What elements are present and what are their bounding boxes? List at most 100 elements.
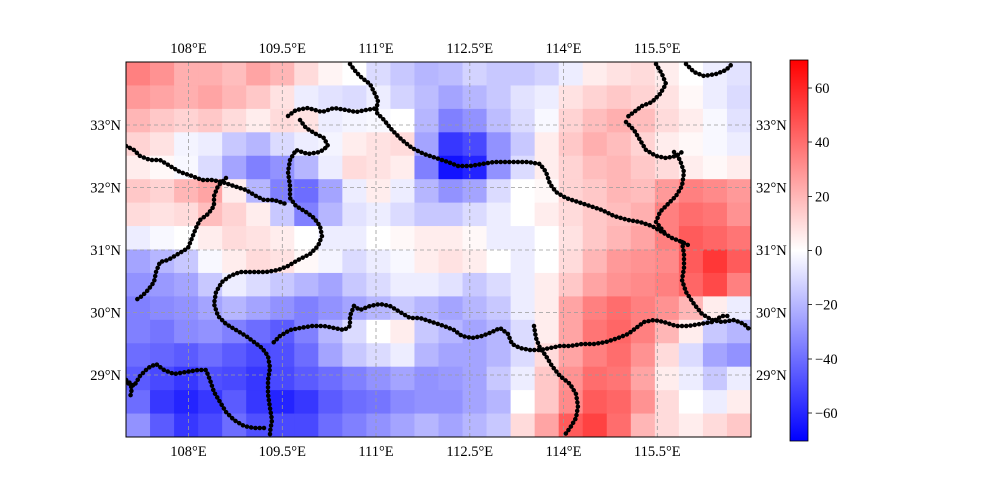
heatmap-cell <box>558 108 584 133</box>
heatmap-cell <box>342 413 367 437</box>
heatmap-cell <box>630 413 656 437</box>
heatmap-cell <box>486 132 512 157</box>
heatmap-cell <box>126 249 151 274</box>
heatmap-cell <box>342 319 367 344</box>
heatmap-cell <box>366 272 392 297</box>
heatmap-cell <box>726 343 751 368</box>
heatmap-cell <box>246 390 271 415</box>
heatmap-cell <box>558 85 584 110</box>
heatmap-cell <box>462 226 488 251</box>
heatmap-cell <box>126 85 151 110</box>
heatmap-cell <box>510 62 536 87</box>
heatmap-cell <box>414 155 440 180</box>
heatmap-cell <box>246 155 271 180</box>
heatmap-cell <box>318 366 343 391</box>
heatmap-cell <box>558 226 584 251</box>
left-lat-label: 33°N <box>90 118 121 134</box>
heatmap-cell <box>366 202 392 227</box>
heatmap-cell <box>438 108 464 133</box>
heatmap-cell <box>174 202 199 227</box>
heatmap-cell <box>150 202 175 227</box>
heatmap-cell <box>462 413 488 437</box>
heatmap-cell <box>318 413 343 437</box>
heatmap-cell <box>126 202 151 227</box>
heatmap-cell <box>654 343 680 368</box>
heatmap-cell <box>126 343 151 368</box>
heatmap-cell <box>510 132 536 157</box>
colorbar-tick-label: −60 <box>815 406 838 422</box>
heatmap-cell <box>150 179 175 204</box>
heatmap-cell <box>318 272 343 297</box>
heatmap-cell <box>606 390 632 415</box>
heatmap-cell <box>534 296 560 321</box>
heatmap-cell <box>654 413 680 437</box>
heatmap-cell <box>414 343 440 368</box>
heatmap-cell <box>606 155 632 180</box>
right-lat-label: 31°N <box>756 243 787 259</box>
heatmap-cell <box>462 179 488 204</box>
heatmap-cell <box>390 179 416 204</box>
heatmap-cell <box>702 85 728 110</box>
heatmap-cell <box>198 413 223 437</box>
heatmap-cell <box>222 343 247 368</box>
heatmap-cell <box>462 202 488 227</box>
colorbar-tick-label: 40 <box>815 135 830 151</box>
heatmap-cell <box>126 62 151 87</box>
heatmap-cell <box>534 226 560 251</box>
heatmap-cell <box>438 62 464 87</box>
heatmap-cell <box>438 296 464 321</box>
heatmap-cell <box>462 296 488 321</box>
heatmap-cell <box>702 272 728 297</box>
heatmap-cell <box>606 132 632 157</box>
heatmap-cell <box>246 202 271 227</box>
heatmap-cell <box>198 85 223 110</box>
heatmap-cell <box>702 108 728 133</box>
heatmap-cell <box>510 108 536 133</box>
heatmap-cell <box>702 226 728 251</box>
heatmap-cell <box>246 413 271 437</box>
heatmap-cell <box>198 108 223 133</box>
heatmap-cell <box>462 272 488 297</box>
heatmap-cell <box>246 108 271 133</box>
heatmap-cell <box>342 62 367 87</box>
heatmap-cell <box>174 343 199 368</box>
heatmap-cell <box>462 390 488 415</box>
left-lat-labels: 33°N 32°N 31°N 30°N 29°N <box>90 118 121 384</box>
heatmap-cell <box>654 108 680 133</box>
heatmap-cell <box>246 249 271 274</box>
heatmap-cell <box>390 226 416 251</box>
heatmap-cell <box>438 179 464 204</box>
plot-frame <box>125 61 752 438</box>
heatmap-cell <box>510 319 536 344</box>
heatmap-cell <box>558 319 584 344</box>
heatmap-cell <box>726 155 751 180</box>
heatmap-cell <box>366 319 392 344</box>
heatmap-cell <box>630 343 656 368</box>
heatmap-cell <box>414 272 440 297</box>
heatmap-cell <box>510 413 536 437</box>
heatmap-cell <box>726 108 751 133</box>
heatmap-cell <box>558 296 584 321</box>
heatmap-cell <box>174 62 199 87</box>
heatmap-cell <box>558 249 584 274</box>
heatmap-cell <box>558 155 584 180</box>
heatmap-cell <box>270 202 295 227</box>
colorbar-tick-label: 20 <box>815 190 830 206</box>
heatmap-cell <box>414 413 440 437</box>
heatmap-cell <box>486 85 512 110</box>
colorbar-tick-label: −20 <box>815 298 838 314</box>
bottom-lon-label: 112.5°E <box>446 444 493 460</box>
heatmap-cell <box>726 296 751 321</box>
heatmap-cell <box>174 272 199 297</box>
heatmap-cell <box>294 272 319 297</box>
heatmap-cell <box>414 366 440 391</box>
heatmap-cell <box>462 319 488 344</box>
heatmap-cell <box>390 132 416 157</box>
heatmap-cell <box>390 413 416 437</box>
heatmap-cell <box>366 132 392 157</box>
heatmap-cell <box>486 202 512 227</box>
colorbar-tick-label: −40 <box>815 352 838 368</box>
bottom-lon-label: 111°E <box>358 444 393 460</box>
heatmap-cell <box>582 272 608 297</box>
heatmap-cell <box>246 132 271 157</box>
